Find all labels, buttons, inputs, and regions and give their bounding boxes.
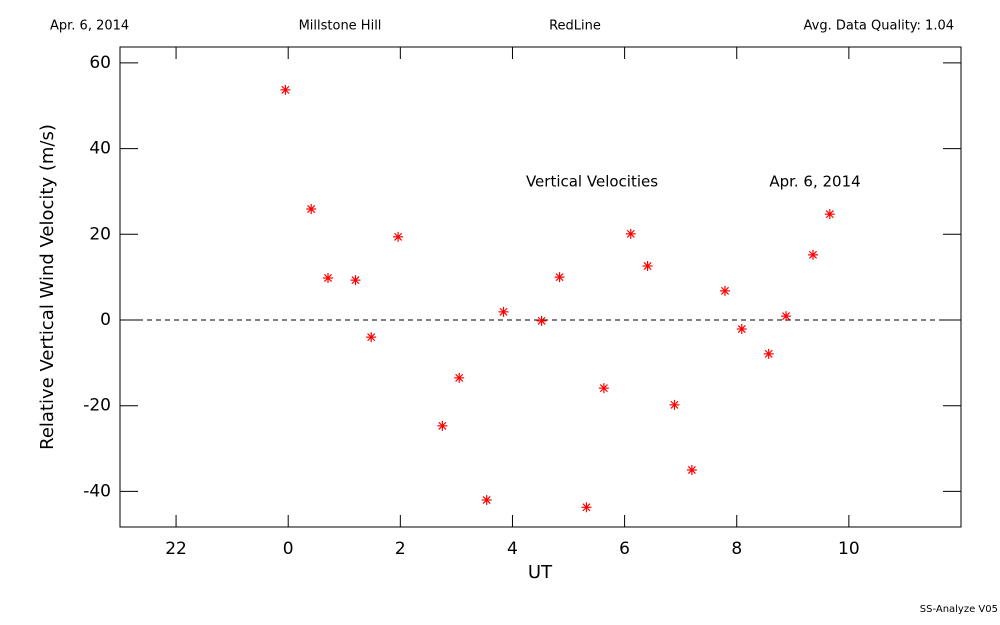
data-point bbox=[554, 272, 565, 283]
marker-stroke bbox=[367, 333, 376, 342]
data-point bbox=[669, 399, 680, 410]
y-tick-label: 20 bbox=[89, 224, 111, 244]
data-point bbox=[598, 383, 609, 394]
data-point bbox=[498, 306, 509, 317]
data-point bbox=[625, 228, 636, 239]
marker-stroke bbox=[281, 85, 290, 94]
data-point bbox=[824, 209, 835, 220]
marker-stroke bbox=[482, 495, 491, 505]
header-line: RedLine bbox=[549, 19, 601, 34]
header-quality: Avg. Data Quality: 1.04 bbox=[804, 19, 954, 34]
marker-stroke bbox=[737, 324, 746, 334]
y-tick-label: -20 bbox=[83, 396, 111, 416]
marker-stroke bbox=[537, 316, 546, 325]
data-point bbox=[719, 285, 730, 296]
data-point bbox=[581, 502, 592, 513]
marker-stroke bbox=[626, 229, 635, 238]
x-tick-label: 10 bbox=[838, 539, 860, 559]
x-tick-label: 4 bbox=[507, 539, 518, 559]
data-point bbox=[366, 332, 377, 343]
y-axis-label: Relative Vertical Wind Velocity (m/s) bbox=[37, 124, 58, 450]
annotation: Vertical Velocities bbox=[526, 173, 658, 191]
marker-stroke bbox=[582, 503, 591, 512]
marker-stroke bbox=[351, 276, 360, 285]
data-point bbox=[807, 249, 818, 260]
y-tick-label: 40 bbox=[89, 139, 111, 159]
footer: SS-Analyze V05 bbox=[920, 604, 998, 615]
data-point bbox=[454, 372, 465, 383]
x-tick-label: 0 bbox=[283, 539, 294, 559]
y-tick-label: -40 bbox=[83, 481, 111, 501]
annotation: Apr. 6, 2014 bbox=[769, 173, 860, 191]
y-tick-label: 60 bbox=[89, 53, 111, 73]
marker-stroke bbox=[643, 261, 652, 271]
data-point bbox=[781, 311, 792, 322]
data-point bbox=[736, 324, 747, 334]
y-tick-label: 0 bbox=[100, 310, 111, 330]
x-axis-label: UT bbox=[528, 562, 553, 583]
data-point bbox=[323, 273, 334, 283]
marker-stroke bbox=[808, 250, 818, 259]
marker-stroke bbox=[455, 373, 464, 382]
marker-stroke bbox=[670, 400, 679, 409]
x-tick-label: 6 bbox=[619, 539, 630, 559]
marker-stroke bbox=[323, 273, 333, 283]
marker-stroke bbox=[764, 349, 773, 358]
header-site: Millstone Hill bbox=[299, 19, 382, 34]
data-point bbox=[481, 495, 492, 505]
data-point bbox=[393, 231, 404, 242]
header-date: Apr. 6, 2014 bbox=[50, 19, 129, 34]
marker-stroke bbox=[438, 421, 447, 430]
marker-stroke bbox=[394, 232, 403, 241]
x-tick-label: 22 bbox=[165, 539, 187, 559]
data-point bbox=[306, 204, 317, 214]
data-point bbox=[536, 315, 547, 326]
marker-stroke bbox=[687, 465, 696, 475]
data-point bbox=[437, 420, 448, 431]
data-point bbox=[642, 261, 653, 271]
data-point bbox=[350, 275, 361, 286]
marker-stroke bbox=[720, 286, 729, 295]
marker-stroke bbox=[599, 384, 608, 393]
data-point bbox=[280, 84, 291, 95]
marker-stroke bbox=[555, 273, 564, 282]
marker-stroke bbox=[782, 312, 791, 321]
marker-stroke bbox=[307, 204, 316, 214]
x-tick-label: 8 bbox=[731, 539, 742, 559]
marker-stroke bbox=[499, 307, 508, 316]
plot-frame bbox=[119, 46, 962, 528]
data-point bbox=[763, 348, 774, 359]
marker-stroke bbox=[825, 210, 834, 219]
data-point bbox=[686, 465, 697, 475]
x-tick-label: 2 bbox=[395, 539, 406, 559]
